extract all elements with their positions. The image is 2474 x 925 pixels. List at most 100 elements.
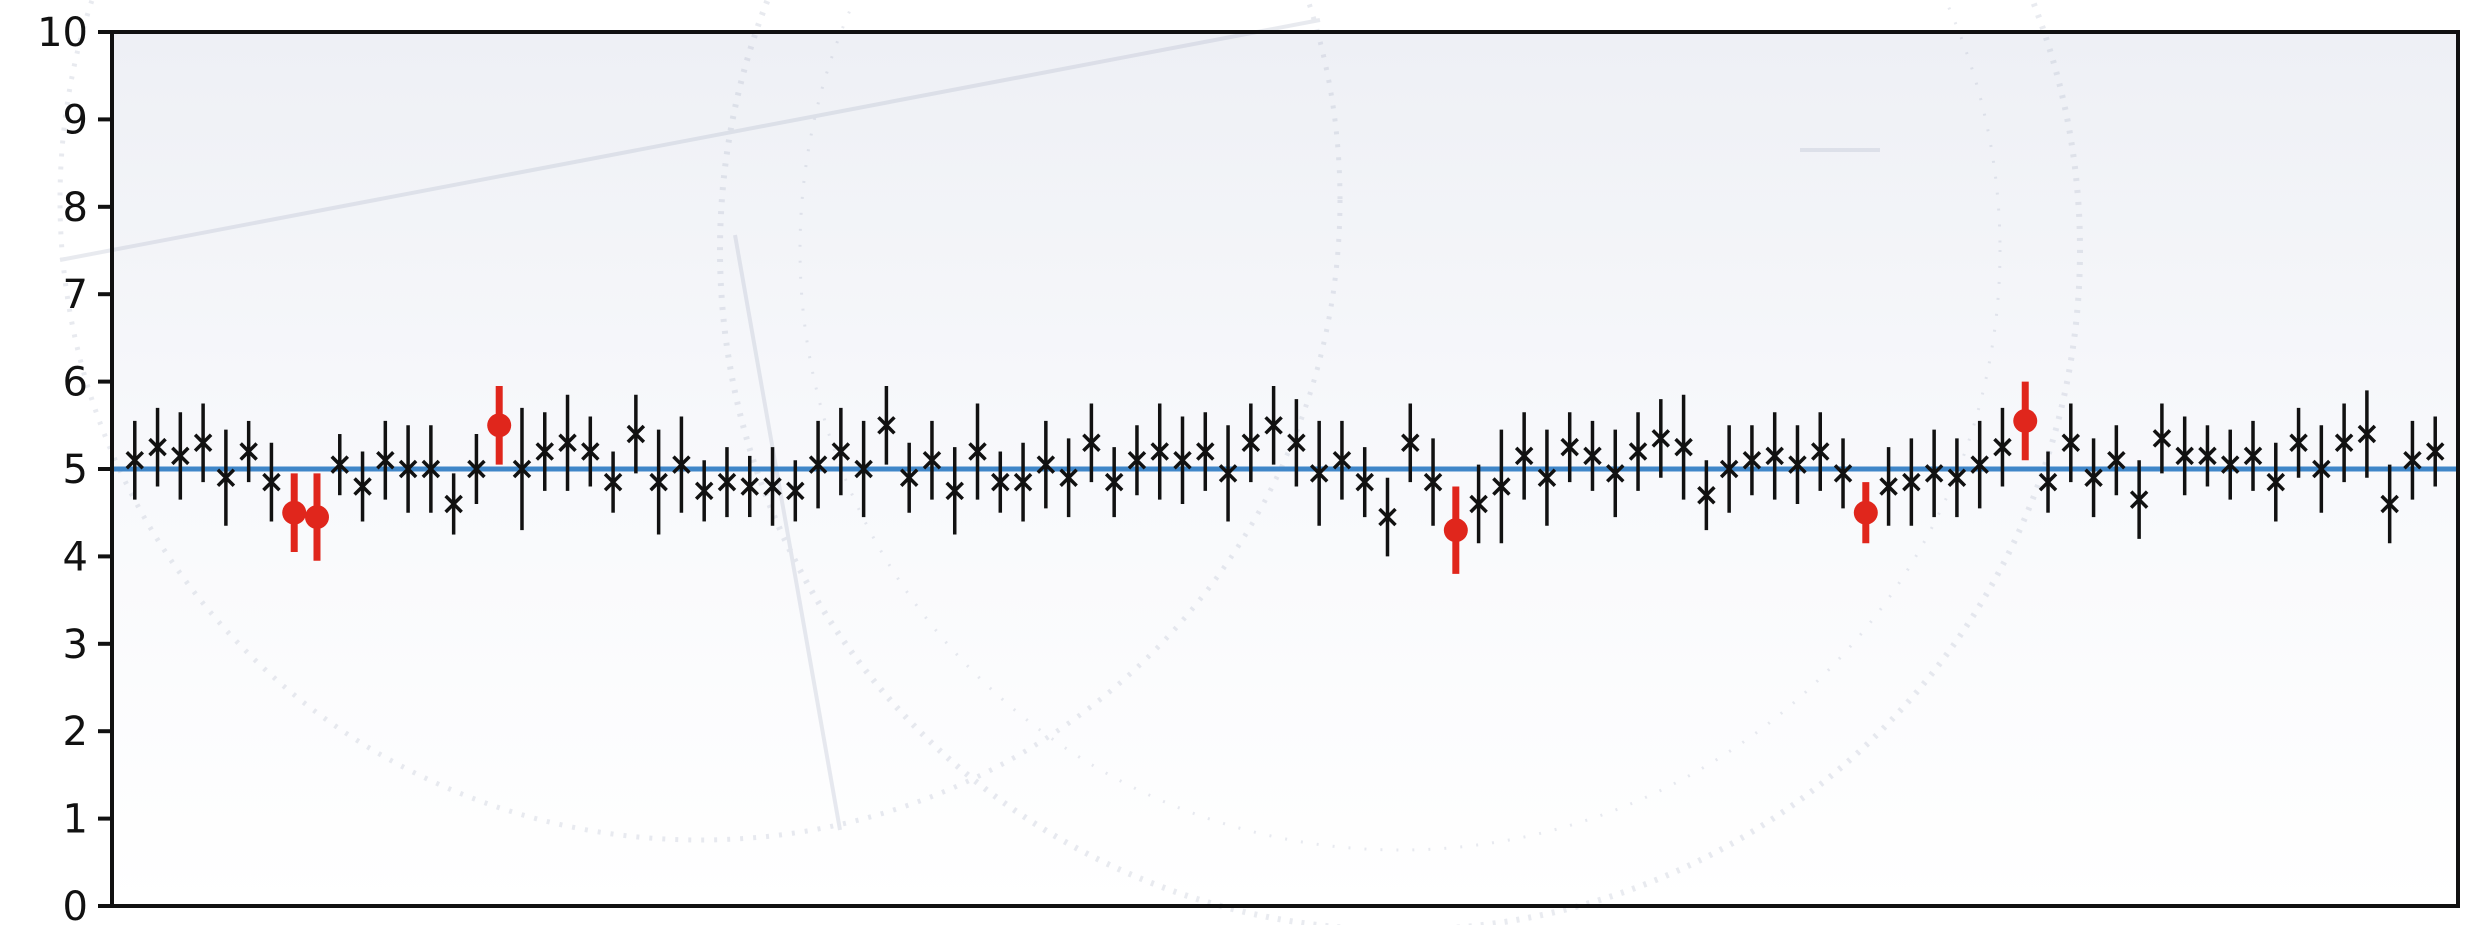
x-marker <box>808 455 828 474</box>
x-marker <box>672 455 691 474</box>
data-point-x <box>1514 412 1534 500</box>
data-point-x <box>2243 420 2263 491</box>
data-point-x <box>1765 412 1784 500</box>
data-point-x <box>2175 416 2194 496</box>
data-point-x <box>2107 425 2126 496</box>
x-marker <box>2266 472 2286 492</box>
data-point-x <box>603 451 623 513</box>
data-point-x <box>649 429 668 535</box>
x-marker <box>1833 464 1853 483</box>
data-point-x <box>968 403 987 500</box>
data-point-x <box>148 407 167 487</box>
x-marker <box>558 433 577 453</box>
x-marker <box>1583 446 1602 466</box>
data-point-x <box>740 455 759 518</box>
x-marker <box>262 472 281 492</box>
x-marker <box>2107 451 2126 470</box>
data-point-x <box>467 434 486 504</box>
x-marker <box>1150 442 1169 461</box>
x-marker <box>1104 472 1124 492</box>
data-point-x <box>1150 403 1169 500</box>
x-marker <box>125 451 145 470</box>
data-point-x <box>1560 412 1579 483</box>
x-marker <box>2220 455 2240 474</box>
x-marker <box>1492 477 1511 496</box>
x-marker <box>1036 455 1056 474</box>
data-point-x <box>581 416 600 487</box>
data-point-x <box>2425 416 2445 487</box>
x-marker <box>2334 433 2354 453</box>
data-point-x <box>1811 412 1830 491</box>
data-point-x <box>376 420 395 500</box>
x-marker <box>1355 472 1374 492</box>
x-marker <box>1173 451 1192 470</box>
x-marker <box>1811 442 1830 461</box>
x-marker <box>1993 437 2012 457</box>
data-point-x <box>1674 394 1693 500</box>
x-marker <box>1606 464 1625 483</box>
x-marker <box>1127 451 1147 470</box>
data-point-x <box>1492 429 1511 544</box>
data-point-x <box>2266 442 2286 522</box>
x-marker <box>421 459 441 479</box>
x-marker <box>1947 468 1967 487</box>
data-point-x <box>171 412 190 500</box>
data-point-x <box>2403 420 2422 500</box>
data-point-x <box>1970 420 1989 509</box>
data-point-x <box>1833 438 1853 509</box>
outlier-point <box>1853 482 1878 544</box>
data-point-x <box>1036 420 1056 509</box>
data-point-x <box>1127 425 1147 496</box>
x-marker <box>2198 446 2217 466</box>
data-point-x <box>1104 447 1124 518</box>
x-marker <box>626 424 646 444</box>
x-marker <box>1628 442 1648 461</box>
x-marker <box>1309 464 1329 483</box>
x-marker <box>1013 472 1033 492</box>
x-marker <box>1537 468 1557 487</box>
x-marker <box>148 437 167 457</box>
x-marker <box>2038 472 2058 492</box>
x-marker <box>535 442 554 461</box>
data-point-x <box>535 412 554 491</box>
outlier-point <box>304 473 329 561</box>
data-point-x <box>854 420 873 518</box>
outlier-point <box>2013 381 2038 461</box>
data-point-x <box>2380 464 2399 544</box>
outlier-point <box>1443 486 1468 574</box>
x-marker <box>2312 459 2331 479</box>
x-marker <box>1697 485 1716 505</box>
data-point-x <box>2198 425 2217 487</box>
x-marker <box>1674 437 1693 457</box>
data-point-x <box>1241 403 1261 483</box>
data-point-x <box>2334 403 2354 483</box>
data-point-x <box>421 425 441 513</box>
data-point-x <box>1469 464 1488 544</box>
circle-marker <box>487 413 512 438</box>
x-marker <box>1719 459 1739 479</box>
data-point-x <box>694 460 714 522</box>
data-point-x <box>899 442 919 513</box>
plot-frame <box>110 30 2460 908</box>
data-point-x <box>558 394 577 491</box>
x-marker <box>444 494 463 514</box>
x-marker <box>193 433 213 453</box>
x-marker <box>1264 416 1283 435</box>
data-point-x <box>1218 425 1238 522</box>
data-point-x <box>1355 447 1374 518</box>
data-point-x <box>831 407 851 496</box>
data-point-x <box>2061 403 2081 483</box>
data-point-x <box>1423 438 1443 526</box>
circle-marker <box>1443 518 1468 543</box>
data-point-x <box>262 442 281 522</box>
y-axis: 0 1 2 3 4 5 6 7 8 9 10 <box>37 10 112 925</box>
data-point-x <box>1993 407 2012 487</box>
data-point-x <box>1651 399 1671 478</box>
data-point-x <box>1059 438 1078 518</box>
x-marker <box>398 459 418 479</box>
data-point-x <box>444 473 463 535</box>
data-point-x <box>991 451 1010 513</box>
circle-marker <box>304 505 329 530</box>
data-point-x <box>1697 460 1716 531</box>
x-marker <box>786 481 805 501</box>
